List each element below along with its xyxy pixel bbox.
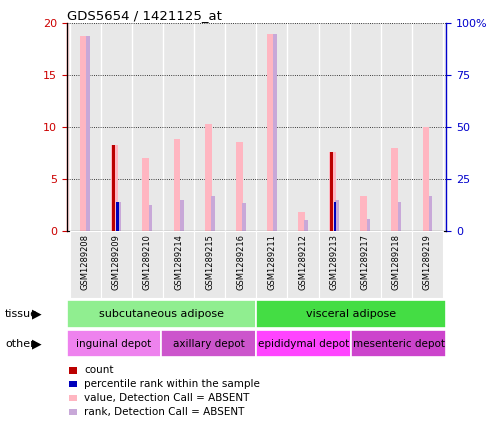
Bar <box>381 23 412 231</box>
Bar <box>335 201 339 231</box>
Bar <box>366 219 370 231</box>
Bar <box>412 231 443 298</box>
Bar <box>225 231 256 298</box>
Bar <box>70 231 101 298</box>
Bar <box>398 201 401 231</box>
Text: GSM1289215: GSM1289215 <box>205 234 214 290</box>
Bar <box>350 23 381 231</box>
Bar <box>163 231 194 298</box>
Bar <box>236 143 243 231</box>
Text: GSM1289219: GSM1289219 <box>423 234 432 290</box>
Bar <box>149 205 152 231</box>
Bar <box>304 220 308 231</box>
Text: subcutaneous adipose: subcutaneous adipose <box>99 309 224 319</box>
Text: percentile rank within the sample: percentile rank within the sample <box>84 379 260 389</box>
Bar <box>256 300 446 328</box>
Bar <box>360 196 367 231</box>
Bar <box>429 196 432 231</box>
Bar <box>163 23 194 231</box>
Bar <box>423 127 429 231</box>
Bar <box>180 201 183 231</box>
Bar <box>287 231 318 298</box>
Text: ▶: ▶ <box>32 308 42 321</box>
Bar <box>242 203 246 231</box>
Bar <box>256 231 287 298</box>
Bar <box>391 148 398 231</box>
Bar <box>298 212 305 231</box>
Bar <box>162 330 256 357</box>
Bar <box>132 231 163 298</box>
Bar <box>318 231 350 298</box>
Bar <box>174 139 180 231</box>
Text: visceral adipose: visceral adipose <box>306 309 396 319</box>
Bar <box>67 330 162 357</box>
Bar <box>329 152 336 231</box>
Text: GSM1289210: GSM1289210 <box>143 234 152 290</box>
Bar <box>111 145 118 231</box>
Bar <box>116 201 119 231</box>
Bar <box>267 34 274 231</box>
Bar <box>350 231 381 298</box>
Text: mesenteric depot: mesenteric depot <box>352 339 445 349</box>
Bar <box>101 231 132 298</box>
Bar <box>70 23 101 231</box>
Bar <box>351 330 446 357</box>
Bar <box>225 23 256 231</box>
Bar <box>256 330 352 357</box>
Text: GSM1289218: GSM1289218 <box>392 234 401 290</box>
Bar <box>80 36 87 231</box>
Bar <box>318 23 350 231</box>
Text: GSM1289212: GSM1289212 <box>299 234 308 290</box>
Text: GSM1289217: GSM1289217 <box>361 234 370 290</box>
Bar <box>330 152 333 231</box>
Bar <box>211 196 214 231</box>
Text: axillary depot: axillary depot <box>173 339 245 349</box>
Bar <box>118 201 121 231</box>
Text: GSM1289216: GSM1289216 <box>236 234 246 290</box>
Text: inguinal depot: inguinal depot <box>76 339 152 349</box>
Text: GSM1289208: GSM1289208 <box>81 234 90 290</box>
Text: count: count <box>84 365 114 375</box>
Text: value, Detection Call = ABSENT: value, Detection Call = ABSENT <box>84 393 249 403</box>
Bar <box>381 231 412 298</box>
Bar <box>194 231 225 298</box>
Bar <box>256 23 287 231</box>
Bar <box>86 36 90 231</box>
Bar <box>334 201 337 231</box>
Text: GSM1289209: GSM1289209 <box>112 234 121 290</box>
Text: ▶: ▶ <box>32 337 42 350</box>
Bar <box>205 124 211 231</box>
Bar <box>142 158 149 231</box>
Bar <box>412 23 443 231</box>
Bar <box>287 23 318 231</box>
Text: rank, Detection Call = ABSENT: rank, Detection Call = ABSENT <box>84 407 245 417</box>
Bar <box>101 23 132 231</box>
Text: GSM1289213: GSM1289213 <box>330 234 339 290</box>
Text: tissue: tissue <box>5 309 38 319</box>
Text: epididymal depot: epididymal depot <box>258 339 350 349</box>
Bar <box>194 23 225 231</box>
Bar <box>112 145 115 231</box>
Text: GDS5654 / 1421125_at: GDS5654 / 1421125_at <box>67 9 221 22</box>
Text: GSM1289211: GSM1289211 <box>267 234 277 290</box>
Bar <box>67 300 256 328</box>
Bar <box>132 23 163 231</box>
Bar <box>273 34 277 231</box>
Text: other: other <box>5 339 35 349</box>
Text: GSM1289214: GSM1289214 <box>174 234 183 290</box>
